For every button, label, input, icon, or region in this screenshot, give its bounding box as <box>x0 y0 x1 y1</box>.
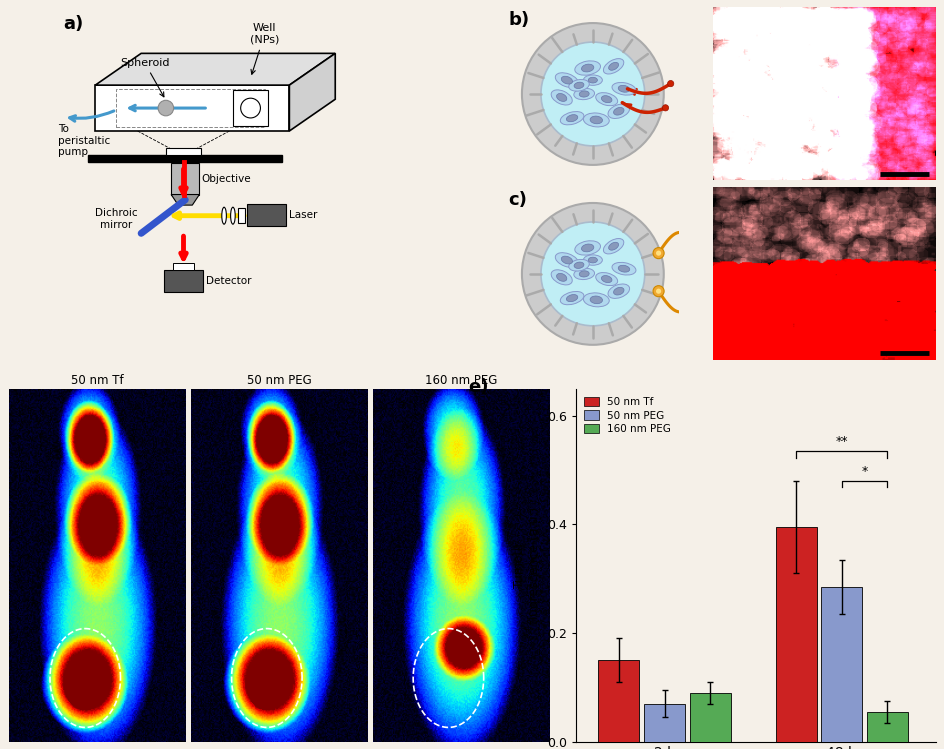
Ellipse shape <box>550 270 572 285</box>
Circle shape <box>666 80 673 87</box>
Ellipse shape <box>617 265 629 272</box>
Bar <box>173 264 194 270</box>
Ellipse shape <box>595 93 617 106</box>
Ellipse shape <box>561 76 572 84</box>
Text: Detector: Detector <box>206 276 252 286</box>
Circle shape <box>652 248 664 258</box>
Ellipse shape <box>555 252 578 267</box>
Bar <box>689 693 730 742</box>
Ellipse shape <box>582 113 609 127</box>
Ellipse shape <box>568 259 589 271</box>
Ellipse shape <box>612 82 635 95</box>
Legend: 50 nm Tf, 50 nm PEG, 160 nm PEG: 50 nm Tf, 50 nm PEG, 160 nm PEG <box>581 394 673 437</box>
Text: **: ** <box>834 435 847 449</box>
Ellipse shape <box>574 240 599 255</box>
Ellipse shape <box>565 115 577 122</box>
Circle shape <box>540 222 644 326</box>
Ellipse shape <box>589 116 602 124</box>
Ellipse shape <box>230 207 235 224</box>
Ellipse shape <box>568 79 589 91</box>
Y-axis label: Tumour
fluorescence (a.u.): Tumour fluorescence (a.u.) <box>513 506 541 624</box>
Text: c): c) <box>508 191 527 209</box>
Ellipse shape <box>600 96 612 103</box>
Circle shape <box>652 285 664 297</box>
Ellipse shape <box>574 61 599 75</box>
Ellipse shape <box>588 77 597 83</box>
Polygon shape <box>232 91 268 126</box>
Ellipse shape <box>581 244 593 252</box>
Title: 50 nm Tf: 50 nm Tf <box>71 374 124 387</box>
Ellipse shape <box>222 207 227 224</box>
Ellipse shape <box>573 88 594 100</box>
Polygon shape <box>289 53 335 131</box>
Text: Well
(NPs): Well (NPs) <box>250 23 279 74</box>
Circle shape <box>521 203 663 345</box>
Ellipse shape <box>573 262 583 268</box>
Bar <box>166 148 201 155</box>
Ellipse shape <box>582 293 609 307</box>
Circle shape <box>540 42 644 146</box>
Circle shape <box>662 105 668 111</box>
Ellipse shape <box>560 291 583 305</box>
Bar <box>88 155 282 162</box>
Circle shape <box>521 23 663 165</box>
Polygon shape <box>95 53 335 85</box>
Bar <box>598 660 639 742</box>
Ellipse shape <box>582 75 601 85</box>
Bar <box>820 586 862 742</box>
Circle shape <box>655 288 661 294</box>
Text: *: * <box>861 465 867 478</box>
Title: 160 nm PEG: 160 nm PEG <box>424 374 497 387</box>
Polygon shape <box>95 85 289 131</box>
Ellipse shape <box>595 273 617 285</box>
Bar <box>238 208 244 223</box>
Text: Dichroic
mirror: Dichroic mirror <box>95 208 138 230</box>
Text: b): b) <box>508 11 529 29</box>
Ellipse shape <box>589 296 602 303</box>
Ellipse shape <box>579 91 588 97</box>
Polygon shape <box>171 195 199 205</box>
Ellipse shape <box>581 64 593 72</box>
Ellipse shape <box>603 58 623 74</box>
Ellipse shape <box>556 94 566 101</box>
Ellipse shape <box>561 256 572 264</box>
Ellipse shape <box>603 238 623 254</box>
Ellipse shape <box>608 62 618 70</box>
Ellipse shape <box>588 257 597 263</box>
Bar <box>171 163 199 195</box>
Ellipse shape <box>608 242 618 250</box>
Ellipse shape <box>556 273 566 282</box>
Text: a): a) <box>63 14 84 32</box>
Ellipse shape <box>600 276 612 282</box>
Text: Laser: Laser <box>289 210 317 220</box>
Ellipse shape <box>612 262 635 275</box>
Ellipse shape <box>607 104 629 118</box>
Text: Spheroid: Spheroid <box>120 58 169 97</box>
Text: Objective: Objective <box>201 174 250 184</box>
Bar <box>866 712 907 742</box>
Ellipse shape <box>565 294 577 302</box>
Ellipse shape <box>582 255 601 265</box>
Bar <box>644 703 684 742</box>
Circle shape <box>241 98 261 118</box>
Text: e): e) <box>467 378 488 396</box>
Ellipse shape <box>579 271 588 277</box>
Text: To
peristaltic
pump: To peristaltic pump <box>59 124 110 157</box>
Circle shape <box>655 250 661 255</box>
Ellipse shape <box>555 73 578 88</box>
Ellipse shape <box>573 82 583 88</box>
Ellipse shape <box>607 284 629 298</box>
Ellipse shape <box>550 90 572 105</box>
Ellipse shape <box>613 288 623 295</box>
Title: 50 nm PEG: 50 nm PEG <box>246 374 312 387</box>
Ellipse shape <box>613 107 623 115</box>
Ellipse shape <box>573 268 594 279</box>
Bar <box>246 204 285 226</box>
Circle shape <box>158 100 174 116</box>
Bar <box>775 527 816 742</box>
Bar <box>164 270 203 291</box>
Ellipse shape <box>617 85 629 92</box>
Ellipse shape <box>560 112 583 125</box>
